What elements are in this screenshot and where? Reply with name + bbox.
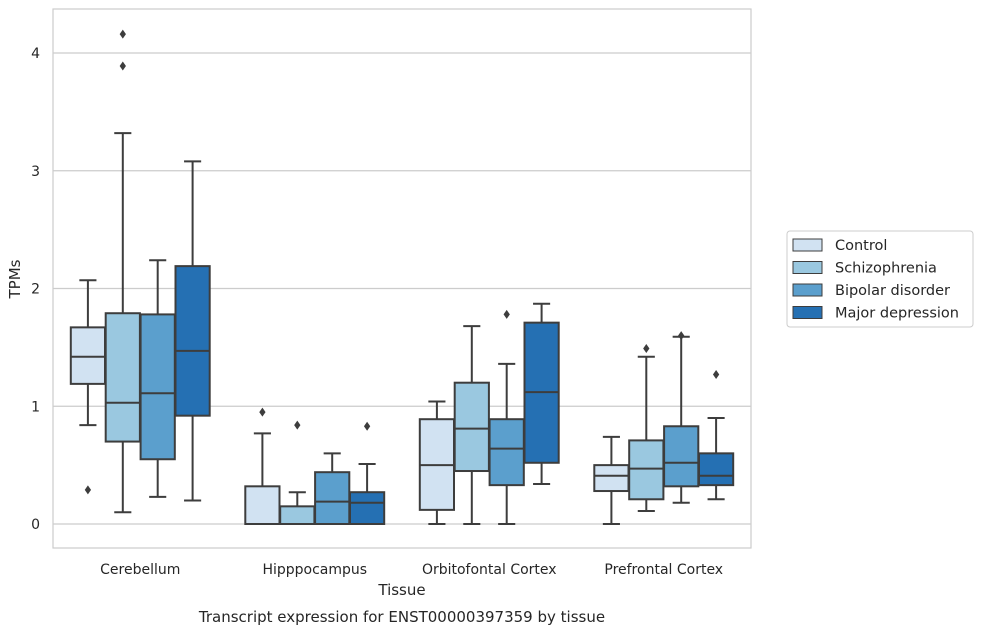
box-group xyxy=(244,407,281,526)
legend-swatch xyxy=(792,261,823,274)
x-tick-label: Prefrontal Cortex xyxy=(604,562,723,578)
box xyxy=(244,485,281,526)
x-tick-label: Hipppocampus xyxy=(262,562,367,578)
box xyxy=(663,425,700,488)
legend-label: Schizophrenia xyxy=(835,261,937,277)
box xyxy=(314,471,351,526)
outlier-point xyxy=(84,485,92,495)
y-tick-label: 2 xyxy=(31,282,40,298)
box xyxy=(593,464,630,493)
y-tick-label: 4 xyxy=(31,46,40,62)
box-group xyxy=(104,29,141,514)
legend-frame xyxy=(786,230,974,328)
y-tick-label: 0 xyxy=(31,517,40,533)
box-group xyxy=(663,331,700,504)
legend-label: Control xyxy=(835,238,887,254)
outlier-point xyxy=(363,421,371,431)
box-group xyxy=(453,325,490,525)
legend: Control Schizophrenia Bipolar disorder Majo… xyxy=(786,230,974,328)
box-group xyxy=(69,279,107,495)
box xyxy=(628,439,665,501)
box xyxy=(139,313,176,461)
box xyxy=(453,381,490,473)
box-group xyxy=(488,309,525,525)
outlier-point xyxy=(503,309,510,319)
outlier-point xyxy=(294,420,301,430)
box-group xyxy=(314,452,351,526)
x-tick-labels: Cerebellum Hipppocampus Orbitofontal Corte… xyxy=(100,562,723,578)
outlier-point xyxy=(678,331,685,341)
box-group xyxy=(139,259,176,498)
legend-swatch xyxy=(792,238,823,252)
legend-swatch xyxy=(792,306,823,319)
y-tick-label: 1 xyxy=(31,399,40,415)
box xyxy=(174,265,211,417)
legend-swatch xyxy=(792,283,823,297)
legend-label: Major depression xyxy=(835,306,959,322)
box-group xyxy=(697,369,735,501)
box xyxy=(348,491,386,525)
outlier-point xyxy=(259,407,266,417)
box-group xyxy=(279,420,316,525)
x-tick-label: Orbitofontal Cortex xyxy=(422,562,557,578)
box xyxy=(69,326,107,385)
box-group xyxy=(174,160,211,502)
outlier-point xyxy=(643,344,650,354)
x-axis-title: Tissue xyxy=(377,581,425,599)
chart-title: Transcript expression for ENST0000039735… xyxy=(198,608,605,626)
box-group xyxy=(348,421,386,525)
box xyxy=(697,452,735,487)
box-group xyxy=(523,302,560,485)
box xyxy=(488,418,525,487)
box-group xyxy=(628,344,665,513)
y-axis-title: TPMs xyxy=(6,259,24,299)
y-tick-label: 3 xyxy=(31,164,40,180)
y-tick-labels: 0 1 2 3 4 xyxy=(31,46,40,533)
legend-label: Bipolar disorder xyxy=(835,283,950,299)
box-group xyxy=(593,435,630,525)
box-groups xyxy=(69,29,735,526)
box-group xyxy=(418,400,456,525)
outlier-point xyxy=(119,61,126,71)
outlier-point xyxy=(119,29,126,39)
x-tick-label: Cerebellum xyxy=(100,562,180,578)
box xyxy=(104,312,141,443)
outlier-point xyxy=(712,369,720,379)
box xyxy=(279,505,316,525)
plot-area-frame xyxy=(52,8,752,549)
